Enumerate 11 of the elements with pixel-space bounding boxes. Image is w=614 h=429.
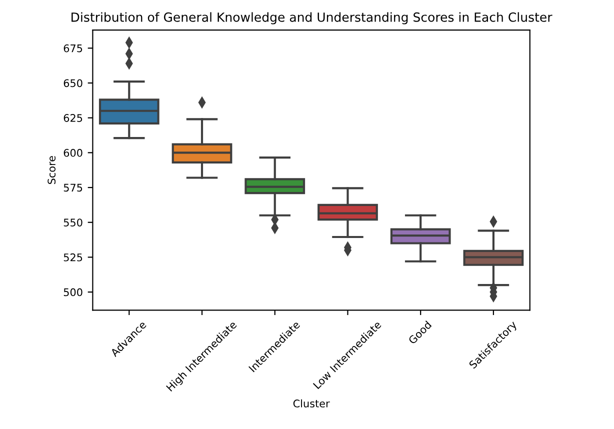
y-tick-label: 525 <box>64 253 82 262</box>
y-axis-title: Score <box>48 156 56 184</box>
chart-title: Distribution of General Knowledge and Understanding Scores in Each Cluster <box>72 12 552 24</box>
y-tick-label: 675 <box>64 44 82 52</box>
y-tick-label: 625 <box>64 114 82 122</box>
y-tick-label: 575 <box>64 184 82 192</box>
y-tick-label: 500 <box>64 288 82 296</box>
y-tick-label: 550 <box>64 218 82 226</box>
x-axis-title: Cluster <box>293 399 330 408</box>
y-tick-label: 650 <box>64 79 82 88</box>
y-tick-label: 600 <box>64 148 82 157</box>
